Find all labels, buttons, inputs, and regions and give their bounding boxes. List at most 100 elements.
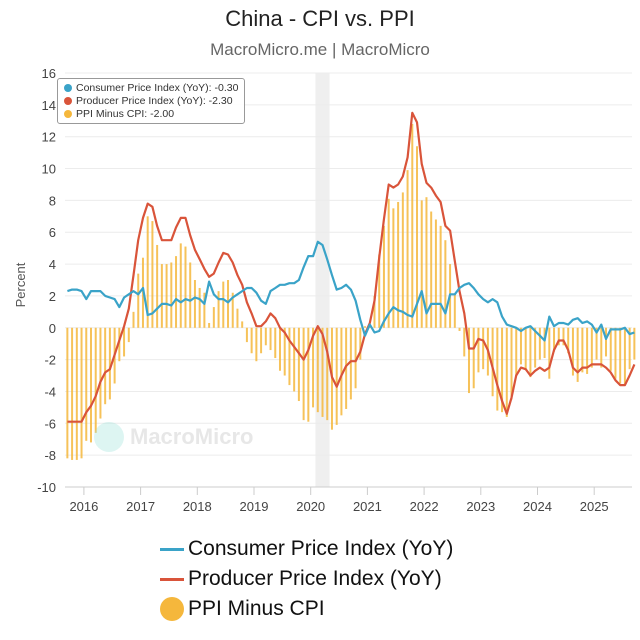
x-tick-label: 2019	[240, 499, 269, 514]
spread-bar	[505, 327, 508, 417]
spread-bar	[66, 327, 69, 459]
spread-bar	[515, 327, 518, 376]
spread-bar	[425, 197, 428, 328]
spread-bar	[557, 327, 560, 346]
spread-bar	[175, 256, 178, 328]
spread-bar	[203, 292, 206, 328]
spread-bar	[118, 327, 121, 362]
spread-bar	[444, 240, 447, 328]
y-tick-label: -4	[44, 384, 56, 399]
spread-bar	[406, 170, 409, 328]
spread-bar	[619, 327, 622, 384]
spread-bar	[553, 327, 556, 352]
spread-bar	[401, 192, 404, 328]
spread-bar	[189, 262, 192, 328]
spread-bar	[340, 327, 343, 416]
tooltip-spread-text: PPI Minus CPI: -2.00	[76, 107, 175, 120]
spread-bar	[75, 327, 78, 460]
y-tick-label: 8	[49, 193, 56, 208]
spread-bar	[99, 327, 102, 419]
spread-bar	[590, 327, 593, 368]
spread-bar	[491, 327, 494, 397]
y-tick-label: -2	[44, 353, 56, 368]
ppi-line	[67, 111, 636, 423]
x-tick-label: 2024	[523, 499, 552, 514]
y-tick-label: -6	[44, 416, 56, 431]
tooltip-row-ppi: Producer Price Index (YoY): -2.30	[64, 94, 244, 107]
spread-bar	[453, 294, 456, 328]
spread-bar	[250, 327, 253, 354]
spread-bar	[467, 327, 470, 394]
spread-bar	[463, 327, 466, 357]
spread-bar	[104, 327, 107, 405]
y-tick-label: 4	[49, 257, 56, 272]
spread-bar	[378, 254, 381, 328]
ppi-line-icon	[160, 577, 184, 581]
spread-bar	[571, 327, 574, 376]
spread-bar	[312, 327, 315, 408]
y-tick-label: 0	[49, 321, 56, 336]
spread-bar	[156, 244, 159, 328]
x-tick-label: 2018	[183, 499, 212, 514]
y-tick-label: 14	[42, 98, 56, 113]
spread-dot-legend-icon	[160, 597, 184, 621]
spread-bar	[326, 327, 329, 421]
legend-item-ppi[interactable]: Producer Price Index (YoY)	[160, 564, 453, 594]
chart-title: China - CPI vs. PPI	[225, 6, 415, 31]
spread-bar	[123, 327, 126, 357]
x-tick-label: 2021	[353, 499, 382, 514]
spread-bar	[439, 225, 442, 328]
spread-bar	[293, 327, 296, 392]
legend-item-spread[interactable]: PPI Minus CPI	[160, 594, 453, 624]
tooltip-ppi-text: Producer Price Index (YoY): -2.30	[76, 94, 233, 107]
spread-bar	[208, 322, 211, 328]
spread-bar	[600, 327, 603, 368]
x-tick-label: 2020	[296, 499, 325, 514]
y-tick-label: -8	[44, 448, 56, 463]
y-tick-label: 16	[42, 66, 56, 81]
spread-bar	[510, 327, 513, 400]
spread-bar	[519, 327, 522, 365]
tooltip-row-spread: PPI Minus CPI: -2.00	[64, 107, 244, 120]
spread-bar	[146, 216, 149, 328]
spread-bar	[278, 327, 281, 371]
tooltip-row-cpi: Consumer Price Index (YoY): -0.30	[64, 81, 244, 94]
cpi-line-icon	[160, 547, 184, 551]
spread-bar	[534, 327, 537, 368]
spread-bar	[260, 327, 263, 354]
y-tick-label: 10	[42, 162, 56, 177]
y-tick-label: 6	[49, 225, 56, 240]
spread-bar	[411, 123, 414, 328]
spread-bar	[482, 327, 485, 370]
spread-bar	[335, 327, 338, 425]
spread-bar	[132, 311, 135, 328]
y-axis-label: Percent	[13, 262, 28, 307]
x-tick-label: 2023	[466, 499, 495, 514]
spread-bar	[538, 327, 541, 360]
spread-bar	[184, 246, 187, 328]
spread-bar	[274, 327, 277, 359]
recession-band	[315, 73, 330, 487]
spread-bar	[170, 262, 173, 328]
legend-item-cpi[interactable]: Consumer Price Index (YoY)	[160, 534, 453, 564]
spread-bar	[567, 327, 570, 354]
spread-bar	[71, 327, 74, 460]
spread-bar	[307, 327, 310, 422]
spread-bar	[623, 327, 626, 386]
spread-bar	[302, 327, 305, 421]
legend: Consumer Price Index (YoY) Producer Pric…	[160, 534, 453, 624]
spread-bar	[434, 219, 437, 328]
watermark-logo-icon	[94, 422, 124, 452]
spread-bar	[430, 211, 433, 328]
spread-bar	[85, 327, 88, 441]
spread-bar	[151, 221, 154, 328]
spread-bar	[94, 327, 97, 433]
x-tick-label: 2017	[126, 499, 155, 514]
spread-bar	[628, 327, 631, 370]
spread-bar	[217, 291, 220, 328]
spread-bar	[160, 264, 163, 328]
cpi-line	[67, 240, 635, 342]
spread-bar	[354, 327, 357, 389]
spread-bar	[614, 327, 617, 379]
